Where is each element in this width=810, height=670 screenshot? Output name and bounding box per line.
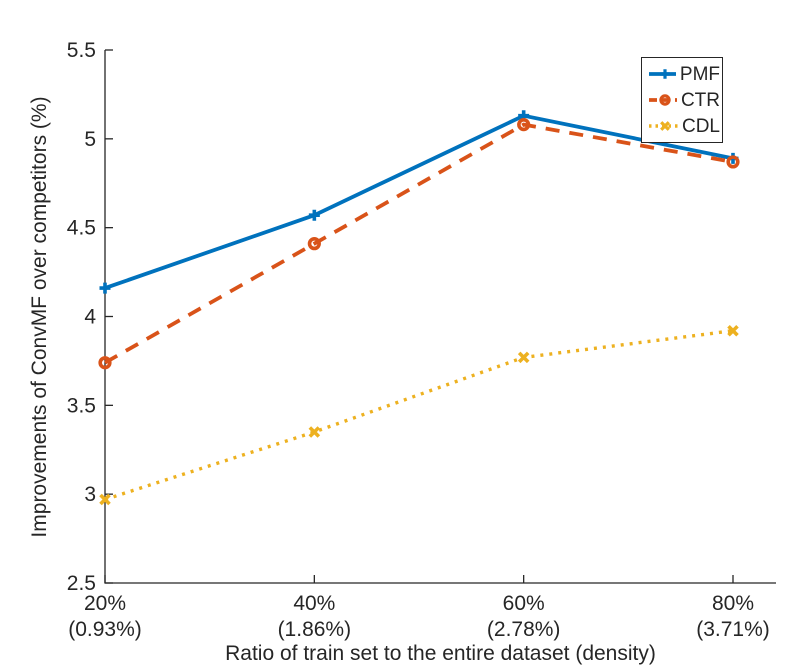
circle-marker-icon bbox=[659, 94, 671, 106]
series-line-ctr bbox=[104, 122, 734, 365]
x-axis-label: Ratio of train set to the entire dataset… bbox=[225, 642, 656, 665]
x-tick-sublabel: (0.93%) bbox=[68, 618, 142, 641]
circle-marker-icon bbox=[98, 356, 112, 370]
plus-marker-icon bbox=[660, 69, 670, 79]
x-tick-label: 20% bbox=[84, 592, 126, 615]
y-axis-label: Improvements of ConvMF over competitors … bbox=[28, 96, 51, 538]
legend-item-ctr: CTR bbox=[648, 91, 720, 110]
x-tick-sublabel: (1.86%) bbox=[278, 618, 352, 641]
x-tick-label: 60% bbox=[503, 592, 545, 615]
circle-marker-icon bbox=[726, 155, 740, 169]
legend-label-cdl: CDL bbox=[681, 115, 720, 137]
y-tick-label: 5.5 bbox=[67, 39, 96, 62]
y-tick-label: 3.5 bbox=[67, 394, 96, 417]
y-tick-label: 5 bbox=[84, 128, 96, 151]
legend-sample-line-pmf bbox=[649, 69, 676, 79]
x-marker-icon bbox=[99, 493, 111, 506]
y-tick-label: 3 bbox=[84, 483, 96, 506]
series-cdl bbox=[99, 324, 739, 506]
x-marker-icon bbox=[308, 426, 321, 438]
series-line-pmf bbox=[104, 113, 734, 290]
legend-item-pmf: PMF bbox=[648, 65, 720, 84]
legend-label-ctr: CTR bbox=[680, 89, 720, 111]
circle-marker-icon bbox=[307, 237, 321, 251]
x-marker-icon bbox=[727, 324, 739, 337]
series-line-cdl bbox=[104, 329, 734, 502]
x-tick-sublabel: (3.71%) bbox=[696, 618, 770, 641]
y-tick-label: 4.5 bbox=[67, 217, 96, 240]
series-ctr bbox=[98, 118, 740, 370]
circle-marker-icon bbox=[517, 118, 531, 132]
legend-sample-line-ctr bbox=[649, 94, 677, 106]
x-tick-label: 40% bbox=[293, 592, 335, 615]
y-tick-label: 4 bbox=[84, 306, 96, 329]
legend-box: PMF CTR CDL bbox=[641, 57, 723, 143]
legend-sample-line-cdl bbox=[649, 121, 678, 131]
plus-marker-icon bbox=[99, 282, 111, 294]
legend-label-pmf: PMF bbox=[679, 63, 720, 85]
plus-marker-icon bbox=[308, 209, 320, 221]
y-tick-label: 2.5 bbox=[67, 572, 96, 595]
legend-item-cdl: CDL bbox=[648, 117, 720, 136]
x-tick-sublabel: (2.78%) bbox=[487, 618, 561, 641]
x-marker-icon bbox=[660, 121, 670, 131]
x-tick-label: 80% bbox=[712, 592, 754, 615]
x-marker-icon bbox=[517, 351, 530, 364]
